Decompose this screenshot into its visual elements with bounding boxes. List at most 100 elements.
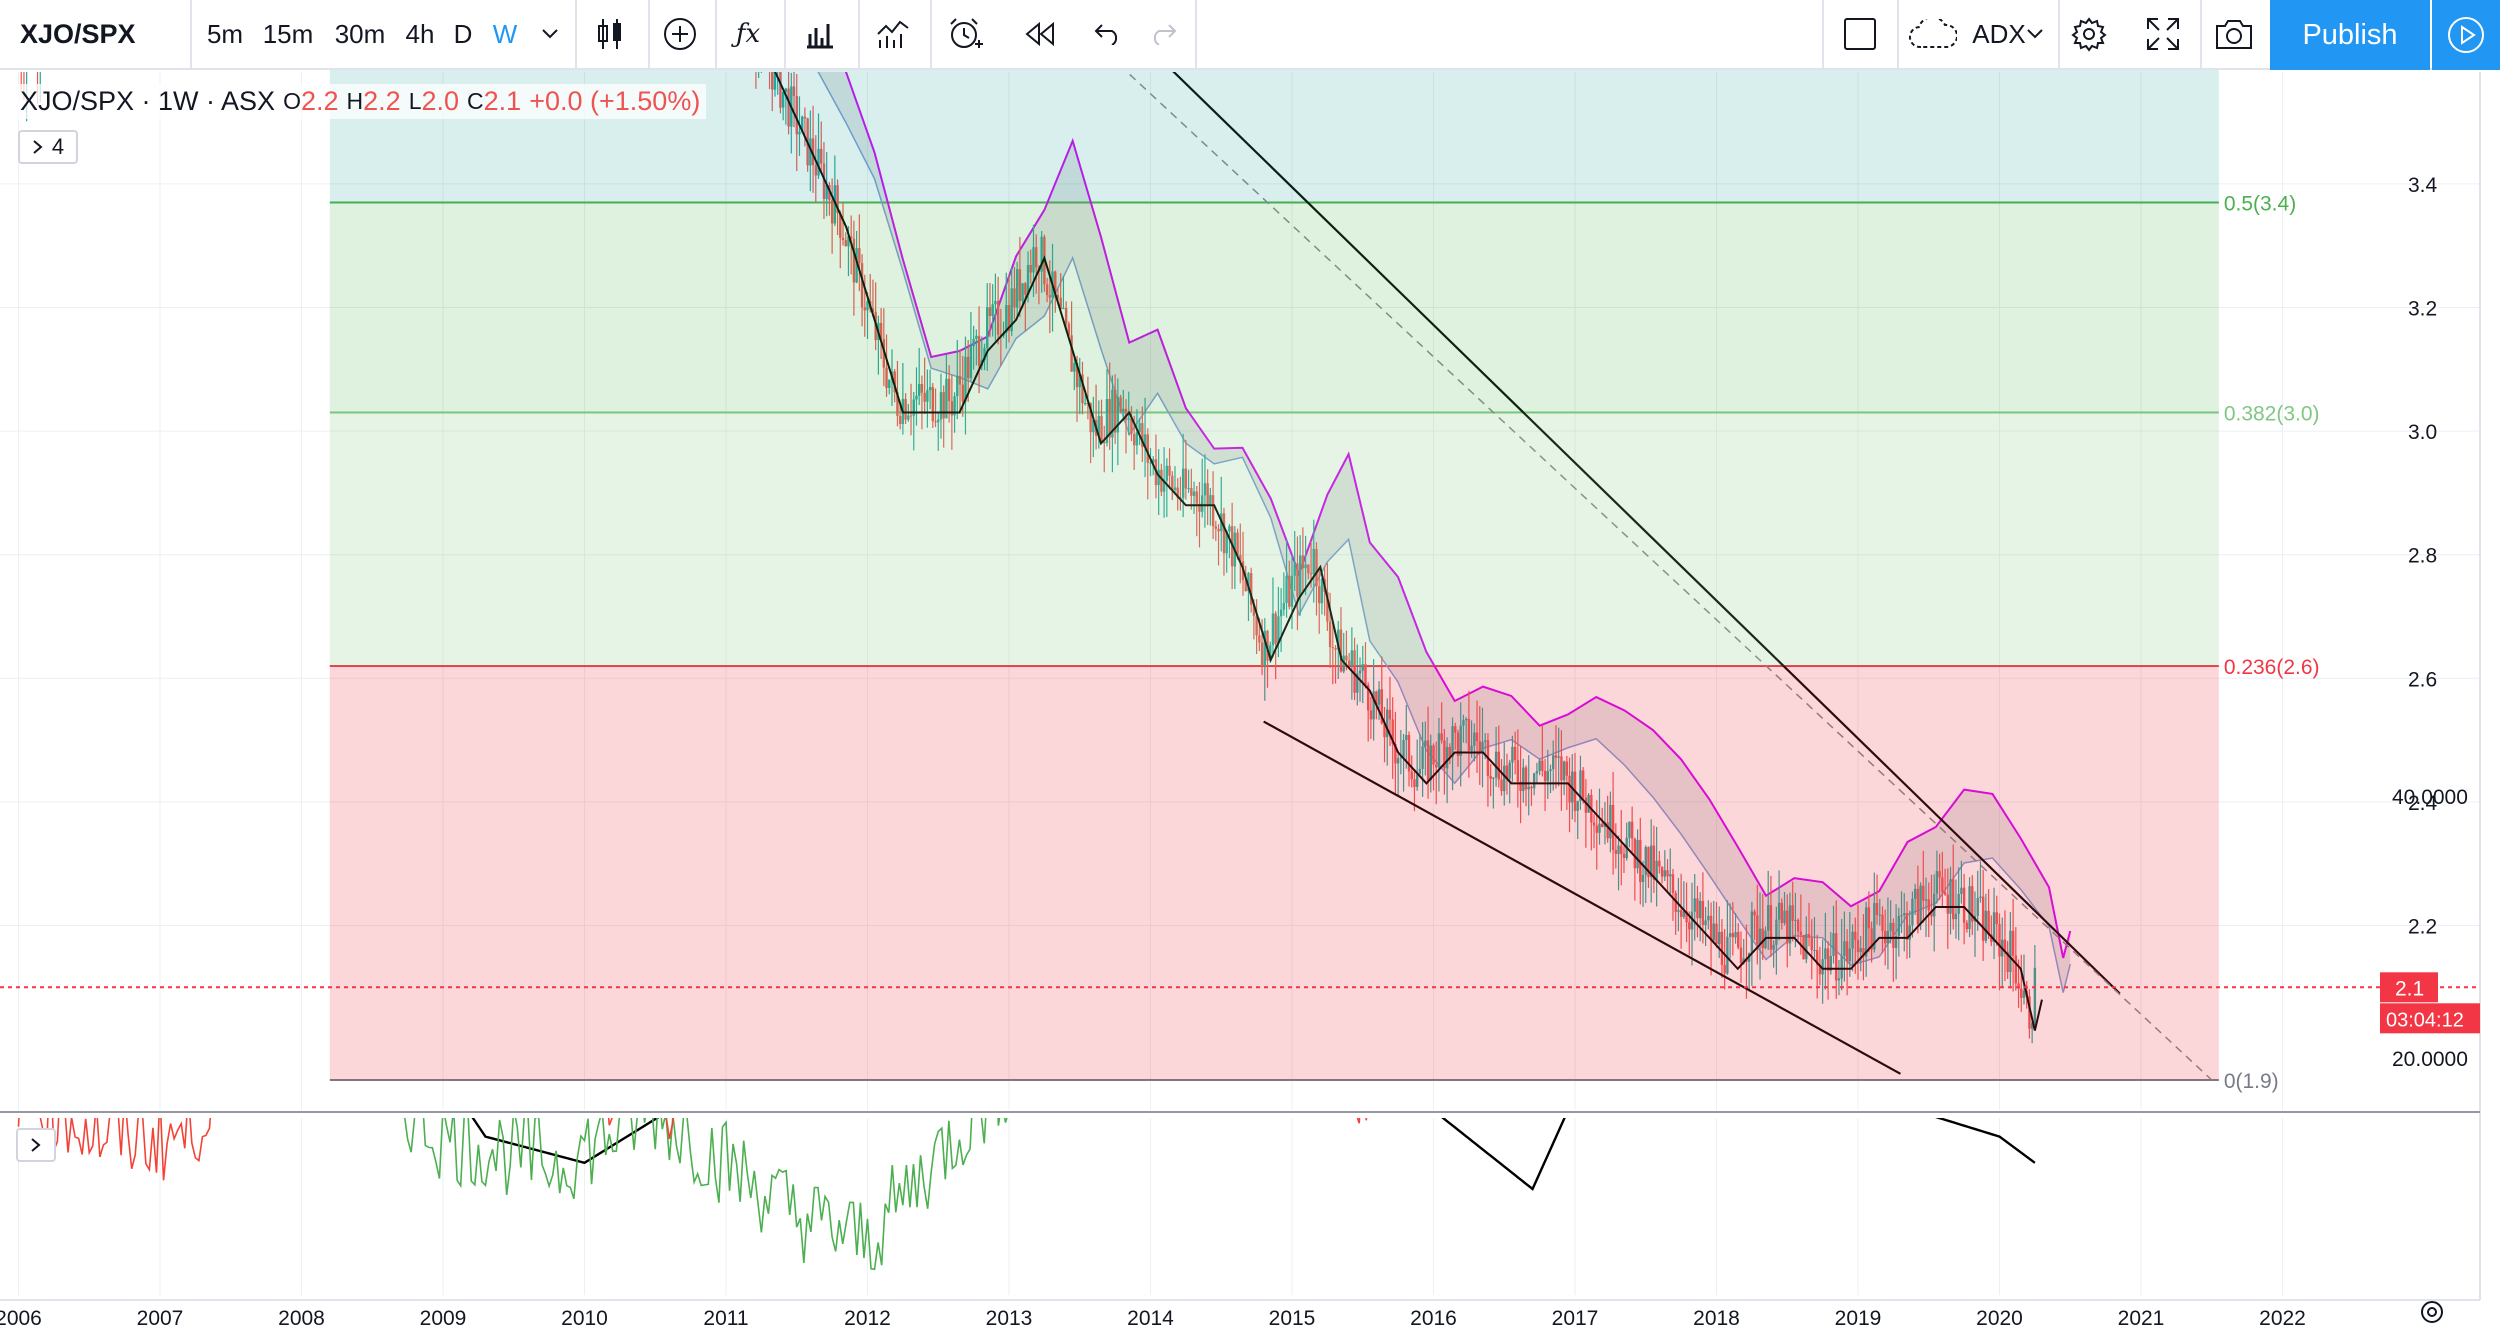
price-candle-body <box>1456 732 1460 756</box>
price-candle-body <box>1138 423 1141 433</box>
chevron-down-icon[interactable] <box>535 0 565 68</box>
price-candle-body <box>1720 931 1724 965</box>
price-candle-body <box>1497 751 1501 780</box>
price-candle-body <box>1424 740 1427 747</box>
price-candle-body <box>1445 746 1449 769</box>
price-candle-body <box>1524 767 1528 790</box>
price-candle-body <box>1190 488 1193 496</box>
price-candle-body <box>1837 978 1841 981</box>
fx-icon[interactable]: ƒx <box>735 19 761 49</box>
price-candle-body <box>1211 495 1215 527</box>
settings-icon[interactable] <box>2064 0 2114 68</box>
interval-30m[interactable]: 30m <box>334 18 386 49</box>
play-icon[interactable] <box>2432 0 2500 70</box>
price-candle-body <box>1187 488 1190 490</box>
price-candle-body <box>2022 990 2026 998</box>
price-candle-body <box>1995 912 1998 925</box>
indicators-toggle-button[interactable]: 4 <box>18 130 78 164</box>
interval-d[interactable]: D <box>453 18 473 49</box>
symbol-search[interactable]: XJO/SPX <box>20 18 136 49</box>
price-candle-body <box>1679 910 1683 917</box>
price-candle-body <box>928 387 932 391</box>
price-candle-body <box>1786 910 1789 944</box>
price-candle-body <box>1369 710 1373 720</box>
price-candle-body <box>1116 397 1120 433</box>
replay-icon[interactable] <box>1015 0 1065 68</box>
price-candle-body <box>1252 604 1256 616</box>
price-candle-body <box>888 379 891 389</box>
toolbar-divider <box>784 0 786 68</box>
price-candle-body <box>1565 761 1569 776</box>
toolbar-divider <box>858 0 860 68</box>
fullscreen-icon[interactable] <box>2138 0 2188 68</box>
price-candle-body <box>1622 853 1626 859</box>
fib-label: 0(1.9) <box>2224 1070 2279 1093</box>
publish-button[interactable]: Publish <box>2270 0 2430 70</box>
price-candle-body <box>1644 847 1647 875</box>
price-candle-body <box>1690 911 1694 930</box>
price-candle-body <box>1176 487 1179 498</box>
adx-axis-tick: 20.0000 <box>2392 1048 2468 1071</box>
main-pane <box>0 72 2480 1110</box>
price-candle-body <box>863 307 866 311</box>
price-candle-body <box>1897 915 1901 936</box>
price-candle-body <box>1552 755 1555 770</box>
price-candle-body <box>809 138 812 166</box>
price-candle-body <box>1628 821 1631 838</box>
price-candle-body <box>1546 771 1549 782</box>
add-icon[interactable] <box>655 0 705 68</box>
undo-icon[interactable] <box>1085 0 1131 68</box>
price-candle-body <box>1911 898 1914 926</box>
price-candle-body <box>1056 294 1060 298</box>
price-candle-body <box>1081 374 1084 404</box>
price-candle-body <box>1979 896 1982 898</box>
interval-w[interactable]: W <box>492 18 518 49</box>
interval-15m[interactable]: 15m <box>262 18 314 49</box>
price-candle-body <box>991 304 994 317</box>
price-candle-body <box>1410 771 1413 780</box>
price-candle-body <box>1935 871 1939 894</box>
price-candle-body <box>1843 941 1846 956</box>
fib-label: 0.236(2.6) <box>2224 656 2320 679</box>
bars-icon[interactable] <box>795 0 845 68</box>
price-candle-body <box>779 72 782 108</box>
price-candle-body <box>1083 403 1087 405</box>
interval-4h[interactable]: 4h <box>405 18 435 49</box>
price-candle-body <box>1601 823 1604 828</box>
indicator-select[interactable]: ADX <box>1972 18 2026 49</box>
camera-icon[interactable] <box>2208 0 2260 68</box>
price-candle-body <box>1799 931 1803 935</box>
candles-icon[interactable] <box>585 0 635 68</box>
pane-toggle-button[interactable] <box>16 1128 56 1162</box>
price-candle-body <box>1922 885 1925 901</box>
price-candle-body <box>1549 769 1552 772</box>
price-candle-body <box>1658 860 1661 867</box>
price-candle-body <box>1318 586 1321 604</box>
alarm-icon[interactable] <box>940 0 990 68</box>
cloud-icon[interactable] <box>1903 0 1963 68</box>
interval-5m[interactable]: 5m <box>206 18 244 49</box>
price-candle-body <box>1952 879 1955 920</box>
price-candle-body <box>1805 934 1808 960</box>
price-candle-body <box>858 248 861 264</box>
chevron-down-icon[interactable] <box>2020 0 2050 68</box>
layout-icon[interactable] <box>1835 0 1885 68</box>
price-candle-body <box>1636 840 1639 869</box>
price-candle-body <box>1149 462 1152 464</box>
price-candle-body <box>1203 483 1207 496</box>
price-candle-body <box>1609 804 1612 839</box>
price-candle-body <box>849 236 853 239</box>
price-candle-body <box>1701 900 1705 926</box>
price-candle-body <box>1788 905 1792 944</box>
price-candle-body <box>1141 423 1144 448</box>
templates-icon[interactable] <box>868 0 918 68</box>
price-candle-body <box>1513 746 1517 761</box>
price-candle-body <box>1127 418 1130 420</box>
price-candle-body <box>1206 483 1209 506</box>
price-candle-body <box>1652 845 1656 880</box>
price-chart[interactable]: 1(4.8)0.786(4.2)0.618(3.7)0.5(3.4)0.382(… <box>0 70 2500 1335</box>
redo-icon[interactable] <box>1140 0 1186 68</box>
price-candle-body <box>1522 767 1525 791</box>
price-candle-body <box>1870 928 1873 950</box>
legend-high-value: 2.2 <box>363 86 401 116</box>
